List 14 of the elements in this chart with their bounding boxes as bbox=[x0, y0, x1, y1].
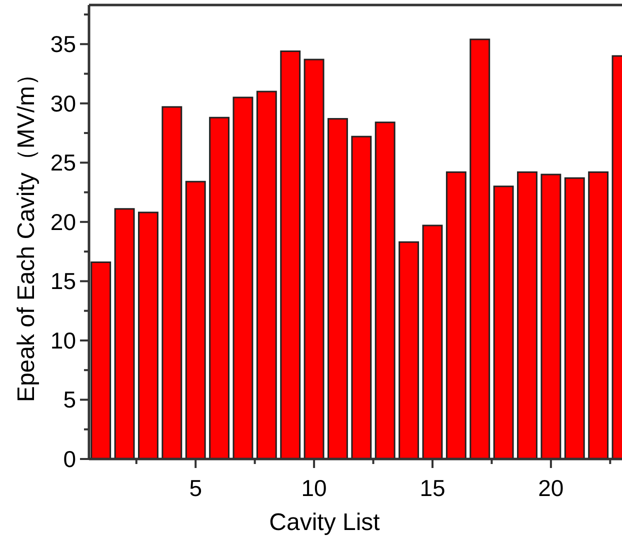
x-tick-label: 15 bbox=[420, 475, 446, 501]
y-axis-title: Epeak of Each Cavity（MV/m） bbox=[13, 62, 40, 402]
y-tick-label: 15 bbox=[50, 268, 76, 294]
y-tick-label: 10 bbox=[50, 327, 76, 354]
x-tick-label: 20 bbox=[538, 475, 564, 501]
x-axis-title: Cavity List bbox=[269, 509, 380, 536]
y-tick-label: 0 bbox=[63, 446, 76, 472]
y-tick-label: 35 bbox=[50, 31, 76, 58]
y-tick-label: 25 bbox=[50, 150, 76, 176]
y-tick-label: 5 bbox=[63, 386, 76, 413]
x-tick-label: 5 bbox=[189, 475, 202, 501]
y-tick-label: 20 bbox=[50, 208, 76, 235]
y-tick-label: 30 bbox=[50, 90, 76, 116]
x-tick-label: 10 bbox=[301, 475, 327, 501]
